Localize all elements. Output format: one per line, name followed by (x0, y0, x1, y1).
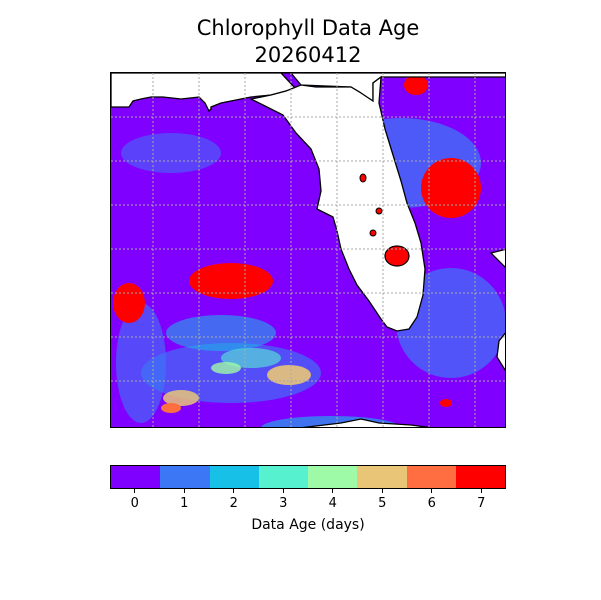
colorbar (110, 465, 506, 489)
colorbar-tick: 2 (224, 489, 244, 511)
chart-date: 20260412 (254, 43, 362, 67)
tick-label: 2 (229, 496, 238, 511)
colorbar-ticks: 0 1 2 3 4 5 6 7 (110, 489, 506, 513)
colorbar-label: Data Age (days) (251, 517, 365, 533)
colorbar-segment (455, 466, 505, 488)
colorbar-tick: 5 (372, 489, 392, 511)
tick-mark (332, 489, 334, 493)
tick-label: 4 (328, 496, 337, 511)
tick-mark (233, 489, 235, 493)
colorbar-tick: 7 (471, 489, 491, 511)
tick-label: 7 (477, 496, 486, 511)
small-lake (375, 207, 383, 215)
colorbar-segment (308, 466, 358, 488)
data-age-map (111, 73, 505, 427)
tick-label: 0 (130, 496, 139, 511)
lake-okeechobee (384, 245, 410, 267)
colorbar-tick: 4 (323, 489, 343, 511)
colorbar-tick: 0 (125, 489, 145, 511)
colorbar-tick: 6 (422, 489, 442, 511)
tick-label: 1 (180, 496, 189, 511)
colorbar-segment (111, 466, 161, 488)
colorbar-segment (406, 466, 456, 488)
tick-mark (431, 489, 433, 493)
map-panel (110, 72, 506, 428)
tick-label: 6 (427, 496, 436, 511)
tick-label: 5 (378, 496, 387, 511)
tick-mark (381, 489, 383, 493)
map-gridlines (111, 73, 505, 427)
tick-mark (183, 489, 185, 493)
tick-mark (282, 489, 284, 493)
colorbar-tick: 3 (273, 489, 293, 511)
bahamas-landmass (496, 332, 505, 372)
land (111, 73, 505, 427)
tick-mark (480, 489, 482, 493)
small-lake (359, 173, 367, 183)
chart-title: Chlorophyll Data Age (196, 16, 420, 40)
colorbar-segment (357, 466, 407, 488)
island-landmass (489, 248, 505, 268)
colorbar-tick: 1 (174, 489, 194, 511)
colorbar-segment (258, 466, 308, 488)
colorbar-segment (209, 466, 259, 488)
tick-label: 3 (279, 496, 288, 511)
colorbar-segment (160, 466, 210, 488)
tick-mark (134, 489, 136, 493)
small-lake (369, 229, 377, 237)
